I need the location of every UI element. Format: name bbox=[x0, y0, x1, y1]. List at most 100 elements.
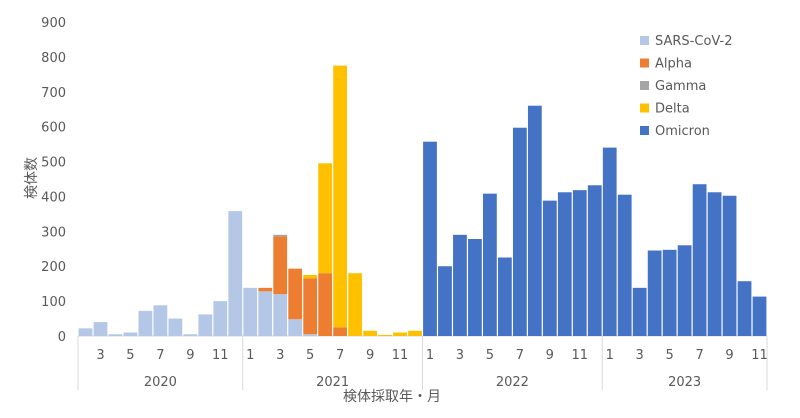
legend-swatch bbox=[640, 81, 649, 90]
bar-omicron bbox=[483, 193, 497, 336]
bar-sars-cov-2 bbox=[108, 334, 123, 336]
bar-sars-cov-2 bbox=[198, 314, 213, 336]
y-tick-label: 600 bbox=[41, 121, 66, 136]
x-axis-title: 検体採取年・月 bbox=[343, 389, 441, 405]
x-tick-label: 3 bbox=[276, 348, 284, 363]
bar-omicron bbox=[497, 257, 512, 336]
bar-sars-cov-2 bbox=[153, 305, 168, 336]
bar-omicron bbox=[752, 296, 767, 336]
bar-delta bbox=[303, 274, 318, 279]
y-tick-label: 300 bbox=[41, 225, 66, 240]
bar-delta bbox=[348, 273, 362, 336]
bar-omicron bbox=[602, 147, 617, 336]
x-tick-label: 1 bbox=[246, 348, 254, 363]
year-label: 2020 bbox=[144, 375, 177, 390]
bar-alpha bbox=[288, 268, 303, 320]
x-tick-label: 9 bbox=[725, 348, 733, 363]
x-tick-label: 11 bbox=[571, 348, 588, 363]
bar-sars-cov-2 bbox=[183, 334, 198, 336]
bar-omicron bbox=[707, 192, 722, 336]
bar-delta bbox=[318, 163, 333, 274]
bar-sars-cov-2 bbox=[273, 294, 288, 336]
bar-omicron bbox=[692, 184, 707, 336]
x-tick-label: 3 bbox=[456, 348, 464, 363]
year-label: 2022 bbox=[496, 375, 529, 390]
axes-layer bbox=[77, 335, 768, 390]
bar-sars-cov-2 bbox=[288, 319, 303, 336]
x-tick-label: 5 bbox=[126, 348, 134, 363]
legend-swatch bbox=[640, 36, 649, 45]
bar-alpha bbox=[303, 278, 318, 335]
legend-swatch bbox=[640, 103, 649, 113]
x-tick-label: 7 bbox=[516, 348, 524, 363]
y-tick-label: 100 bbox=[41, 295, 66, 310]
x-tick-label: 9 bbox=[546, 348, 554, 363]
bar-omicron bbox=[557, 192, 572, 336]
x-tick-label: 11 bbox=[751, 348, 768, 363]
bar-alpha bbox=[273, 236, 288, 295]
bar-omicron bbox=[468, 239, 482, 336]
bar-omicron bbox=[512, 127, 527, 337]
bar-sars-cov-2 bbox=[243, 287, 258, 336]
legend: SARS-CoV-2 Alpha Gamma Delta Omicron bbox=[640, 34, 733, 139]
bar-sars-cov-2 bbox=[258, 291, 273, 336]
bar-omicron bbox=[423, 141, 437, 336]
year-label: 2023 bbox=[668, 375, 701, 390]
bar-alpha bbox=[333, 327, 348, 336]
x-tick-label: 7 bbox=[695, 348, 703, 363]
bar-sars-cov-2 bbox=[228, 211, 243, 336]
bar-omicron bbox=[737, 281, 752, 336]
x-tick-label: 1 bbox=[426, 348, 434, 363]
bar-sars-cov-2 bbox=[303, 334, 318, 336]
bar-delta bbox=[378, 334, 392, 336]
y-tick-label: 400 bbox=[41, 190, 66, 205]
y-tick-label: 0 bbox=[58, 330, 66, 345]
x-tick-label: 3 bbox=[636, 348, 644, 363]
bar-omicron bbox=[617, 194, 632, 336]
x-tick-label: 7 bbox=[156, 348, 164, 363]
bar-delta bbox=[408, 330, 422, 336]
bar-omicron bbox=[677, 245, 692, 336]
x-tick-label: 5 bbox=[665, 348, 673, 363]
bar-sars-cov-2 bbox=[93, 322, 108, 336]
bar-sars-cov-2 bbox=[138, 310, 153, 336]
bar-delta bbox=[333, 65, 348, 328]
legend-label: SARS-CoV-2 bbox=[655, 34, 733, 49]
bar-omicron bbox=[722, 195, 737, 336]
bar-omicron bbox=[662, 249, 677, 336]
bar-omicron bbox=[542, 200, 557, 336]
x-tick-label: 5 bbox=[306, 348, 314, 363]
x-tick-label: 5 bbox=[486, 348, 494, 363]
bar-omicron bbox=[632, 287, 647, 336]
legend-label: Gamma bbox=[655, 79, 706, 94]
legend-swatch bbox=[640, 58, 649, 68]
bar-sars-cov-2 bbox=[78, 328, 93, 336]
bar-sars-cov-2 bbox=[123, 332, 138, 336]
x-tick-label: 9 bbox=[186, 348, 194, 363]
x-tick-label: 9 bbox=[366, 348, 374, 363]
x-tick-label: 3 bbox=[96, 348, 104, 363]
x-tick-label: 1 bbox=[606, 348, 614, 363]
bar-omicron bbox=[647, 250, 662, 336]
y-axis-title: 検体数 bbox=[24, 157, 40, 199]
bar-delta bbox=[393, 332, 407, 336]
bar-delta bbox=[363, 330, 377, 336]
y-tick-label: 200 bbox=[41, 260, 66, 275]
x-tick-label: 11 bbox=[392, 348, 409, 363]
bar-omicron bbox=[527, 105, 542, 336]
year-label: 2021 bbox=[316, 375, 349, 390]
legend-label: Omicron bbox=[655, 124, 710, 139]
y-tick-label: 700 bbox=[41, 86, 66, 101]
y-tick-label: 500 bbox=[41, 156, 66, 171]
x-tick-label: 11 bbox=[212, 348, 229, 363]
bars-layer bbox=[78, 65, 767, 337]
bar-omicron bbox=[572, 190, 587, 336]
bar-alpha bbox=[318, 273, 333, 336]
bar-sars-cov-2 bbox=[168, 318, 183, 336]
legend-swatch bbox=[640, 126, 649, 135]
bar-sars-cov-2 bbox=[213, 301, 228, 336]
bar-gamma bbox=[273, 234, 288, 237]
